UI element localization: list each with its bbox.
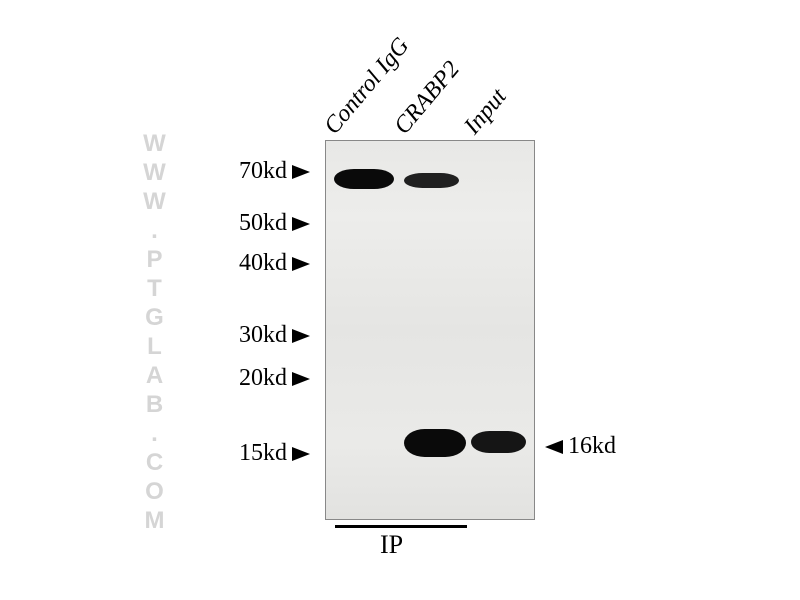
mw-marker: 20kd: [239, 365, 310, 392]
blot-background: [326, 141, 534, 519]
mw-marker: 15kd: [239, 440, 310, 467]
arrow-left-icon: [545, 440, 563, 454]
gel-band: [404, 173, 459, 188]
arrow-right-icon: [292, 447, 310, 461]
arrow-right-icon: [292, 329, 310, 343]
mw-marker-label: 20kd: [239, 365, 287, 392]
mw-marker: 50kd: [239, 210, 310, 237]
mw-marker: 30kd: [239, 322, 310, 349]
mw-marker: 40kd: [239, 250, 310, 277]
arrow-right-icon: [292, 165, 310, 179]
blot-area: [325, 140, 535, 520]
arrow-right-icon: [292, 372, 310, 386]
gel-band: [404, 429, 466, 457]
lane-labels: Control IgG CRABP2 Input: [330, 20, 610, 140]
mw-marker-label: 40kd: [239, 250, 287, 277]
arrow-right-icon: [292, 257, 310, 271]
gel-band: [471, 431, 526, 453]
watermark: WWW.PTGLAB.COM: [140, 130, 168, 536]
mw-marker: 70kd: [239, 158, 310, 185]
result-labels: 16kd: [545, 150, 695, 520]
mw-marker-label: 15kd: [239, 440, 287, 467]
arrow-right-icon: [292, 217, 310, 231]
ip-label: IP: [380, 530, 403, 560]
mw-marker-label: 70kd: [239, 158, 287, 185]
result-marker-label: 16kd: [568, 433, 616, 460]
lane-label-input: Input: [459, 84, 512, 140]
result-marker: 16kd: [545, 433, 616, 460]
mw-marker-label: 30kd: [239, 322, 287, 349]
mw-marker-label: 50kd: [239, 210, 287, 237]
gel-band: [334, 169, 394, 189]
lane-label-crabp2: CRABP2: [389, 56, 465, 140]
ip-bracket: [335, 525, 467, 528]
figure-container: Control IgG CRABP2 Input 70kd 50kd 40kd 30k…: [130, 20, 670, 580]
